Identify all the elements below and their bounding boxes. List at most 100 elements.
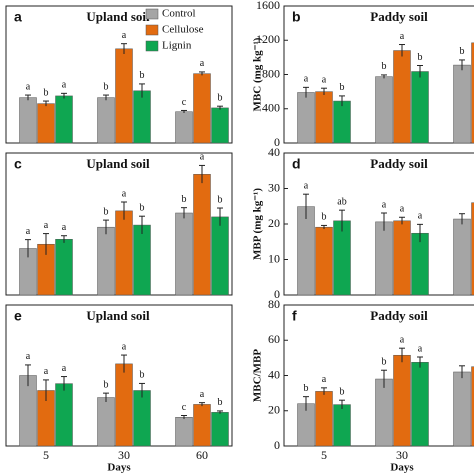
y-tick-label: 0 xyxy=(274,287,280,301)
panel-label: b xyxy=(292,9,301,25)
bar xyxy=(175,417,193,447)
y-axis-title: MBC (mg kg⁻¹) xyxy=(252,37,264,111)
significance-letter: b xyxy=(340,386,345,397)
bar xyxy=(315,226,333,296)
bar xyxy=(175,212,193,296)
bar xyxy=(315,391,333,447)
bar xyxy=(471,366,474,447)
significance-letter: a xyxy=(26,81,31,92)
y-tick-label: 30 xyxy=(268,180,280,194)
y-tick-label: 40 xyxy=(268,367,280,381)
significance-letter: c xyxy=(182,402,187,413)
bar xyxy=(55,239,73,296)
bar xyxy=(115,48,133,144)
bar xyxy=(97,397,115,447)
y-tick-label: 800 xyxy=(262,66,280,80)
panel-title: Paddy soil xyxy=(370,9,428,24)
bar xyxy=(193,174,211,296)
significance-letter: b xyxy=(104,206,109,217)
significance-letter: a xyxy=(26,351,31,362)
y-tick-label: 60 xyxy=(268,332,280,346)
significance-letter: a xyxy=(322,374,327,385)
significance-letter: a xyxy=(200,58,205,69)
y-tick-label: 20 xyxy=(268,403,280,417)
significance-letter: b xyxy=(382,357,387,368)
significance-letter: b xyxy=(382,61,387,72)
bar xyxy=(133,390,151,447)
significance-letter: c xyxy=(182,97,187,108)
bar xyxy=(211,107,229,144)
bar xyxy=(453,371,471,447)
significance-letter: b xyxy=(140,370,145,381)
significance-letter: b xyxy=(182,194,187,205)
panel-label: a xyxy=(14,9,22,25)
x-tick-label: 30 xyxy=(396,448,408,462)
bar xyxy=(471,42,474,144)
significance-letter: a xyxy=(304,180,309,191)
legend-label: Lignin xyxy=(162,40,192,52)
significance-letter: b xyxy=(218,92,223,103)
bar xyxy=(115,363,133,447)
panel-title: Paddy soil xyxy=(370,308,428,323)
bar xyxy=(411,362,429,447)
panel-title: Paddy soil xyxy=(370,156,428,171)
legend-label: Cellulose xyxy=(162,24,204,36)
x-tick-label: 5 xyxy=(43,448,49,462)
bar xyxy=(411,71,429,144)
bar xyxy=(193,404,211,447)
significance-letter: a xyxy=(62,363,67,374)
significance-letter: a xyxy=(44,366,49,377)
bar xyxy=(315,91,333,144)
x-tick-label: 5 xyxy=(321,448,327,462)
bar xyxy=(393,354,411,447)
bar xyxy=(375,221,393,296)
panel-label: e xyxy=(14,308,22,324)
significance-letter: a xyxy=(304,74,309,85)
significance-letter: a xyxy=(62,80,67,91)
significance-letter: b xyxy=(104,81,109,92)
legend-swatch xyxy=(145,40,159,52)
significance-letter: b xyxy=(460,46,465,57)
x-tick-label: 60 xyxy=(196,448,208,462)
bar xyxy=(55,95,73,144)
bar xyxy=(333,220,351,296)
significance-letter: b xyxy=(218,194,223,205)
significance-letter: a xyxy=(122,30,127,41)
y-axis-title: MBP (mg kg⁻¹) xyxy=(252,188,264,260)
significance-letter: a xyxy=(200,389,205,400)
bar xyxy=(133,90,151,144)
y-axis-title: MBC/MBP xyxy=(252,349,264,402)
x-axis-title: Days xyxy=(107,462,131,474)
legend-swatch xyxy=(145,24,159,36)
bar xyxy=(375,378,393,447)
bar xyxy=(97,97,115,144)
bar xyxy=(471,202,474,296)
bar xyxy=(19,97,37,144)
panel-label: c xyxy=(14,156,22,172)
significance-letter: a xyxy=(400,31,405,42)
bar xyxy=(211,412,229,447)
panel-title: Upland soil xyxy=(86,156,150,171)
bar xyxy=(133,224,151,296)
significance-letter: ab xyxy=(337,196,346,207)
bar xyxy=(453,64,471,144)
bar xyxy=(37,103,55,144)
legend-label: Control xyxy=(162,8,196,20)
legend-swatch xyxy=(145,8,159,20)
bar xyxy=(333,100,351,144)
y-tick-label: 80 xyxy=(268,297,280,311)
significance-letter: a xyxy=(418,211,423,222)
significance-letter: a xyxy=(400,334,405,345)
bar xyxy=(297,206,315,296)
significance-letter: b xyxy=(140,70,145,81)
panel-title: Upland soil xyxy=(86,308,150,323)
significance-letter: a xyxy=(200,152,205,163)
panel-label: d xyxy=(292,156,301,172)
significance-letter: b xyxy=(140,202,145,213)
y-tick-label: 40 xyxy=(268,145,280,159)
significance-letter: a xyxy=(122,188,127,199)
significance-letter: a xyxy=(382,199,387,210)
bar xyxy=(211,216,229,296)
bar xyxy=(193,73,211,144)
